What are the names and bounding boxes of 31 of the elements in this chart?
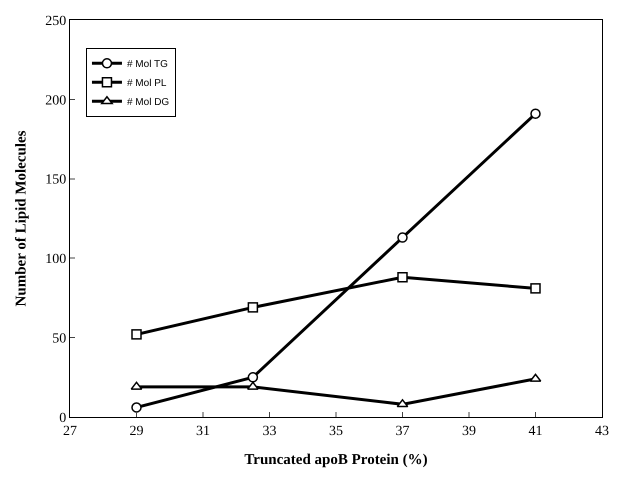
point bbox=[396, 399, 408, 408]
x-tick-label: 39 bbox=[462, 424, 476, 439]
x-tick-label: 27 bbox=[63, 424, 77, 439]
point bbox=[397, 232, 408, 243]
y-tick-label: 150 bbox=[45, 172, 66, 188]
x-axis-title: Truncated apoB Protein (%) bbox=[244, 452, 428, 468]
x-tick-label: 35 bbox=[329, 424, 343, 439]
x-tick-label: 43 bbox=[595, 424, 609, 439]
point bbox=[130, 382, 142, 390]
y-tick-label: 200 bbox=[45, 93, 66, 108]
x-tick-label: 41 bbox=[528, 424, 542, 439]
x-tick-label: 31 bbox=[196, 424, 210, 439]
legend-label: # Mol TG bbox=[126, 59, 168, 70]
point bbox=[131, 402, 142, 413]
y-tick-label: 50 bbox=[52, 332, 66, 346]
point bbox=[397, 272, 408, 283]
point bbox=[530, 283, 541, 294]
x-tick-label: 33 bbox=[262, 424, 276, 439]
point bbox=[248, 372, 258, 383]
y-tick-label: 0 bbox=[59, 410, 66, 426]
legend-label: # Mol PL bbox=[126, 78, 167, 90]
x-tick-label: 29 bbox=[130, 424, 144, 439]
point bbox=[131, 329, 142, 340]
y-axis-title: Number of Lipid Molecules bbox=[13, 130, 30, 306]
point bbox=[248, 302, 258, 313]
legend-label: # Mol DG bbox=[126, 97, 170, 108]
x-tick-label: 37 bbox=[396, 424, 410, 439]
point bbox=[530, 374, 542, 382]
y-tick-label: 100 bbox=[45, 252, 66, 268]
y-tick-label: 250 bbox=[45, 14, 66, 29]
point bbox=[530, 108, 541, 119]
